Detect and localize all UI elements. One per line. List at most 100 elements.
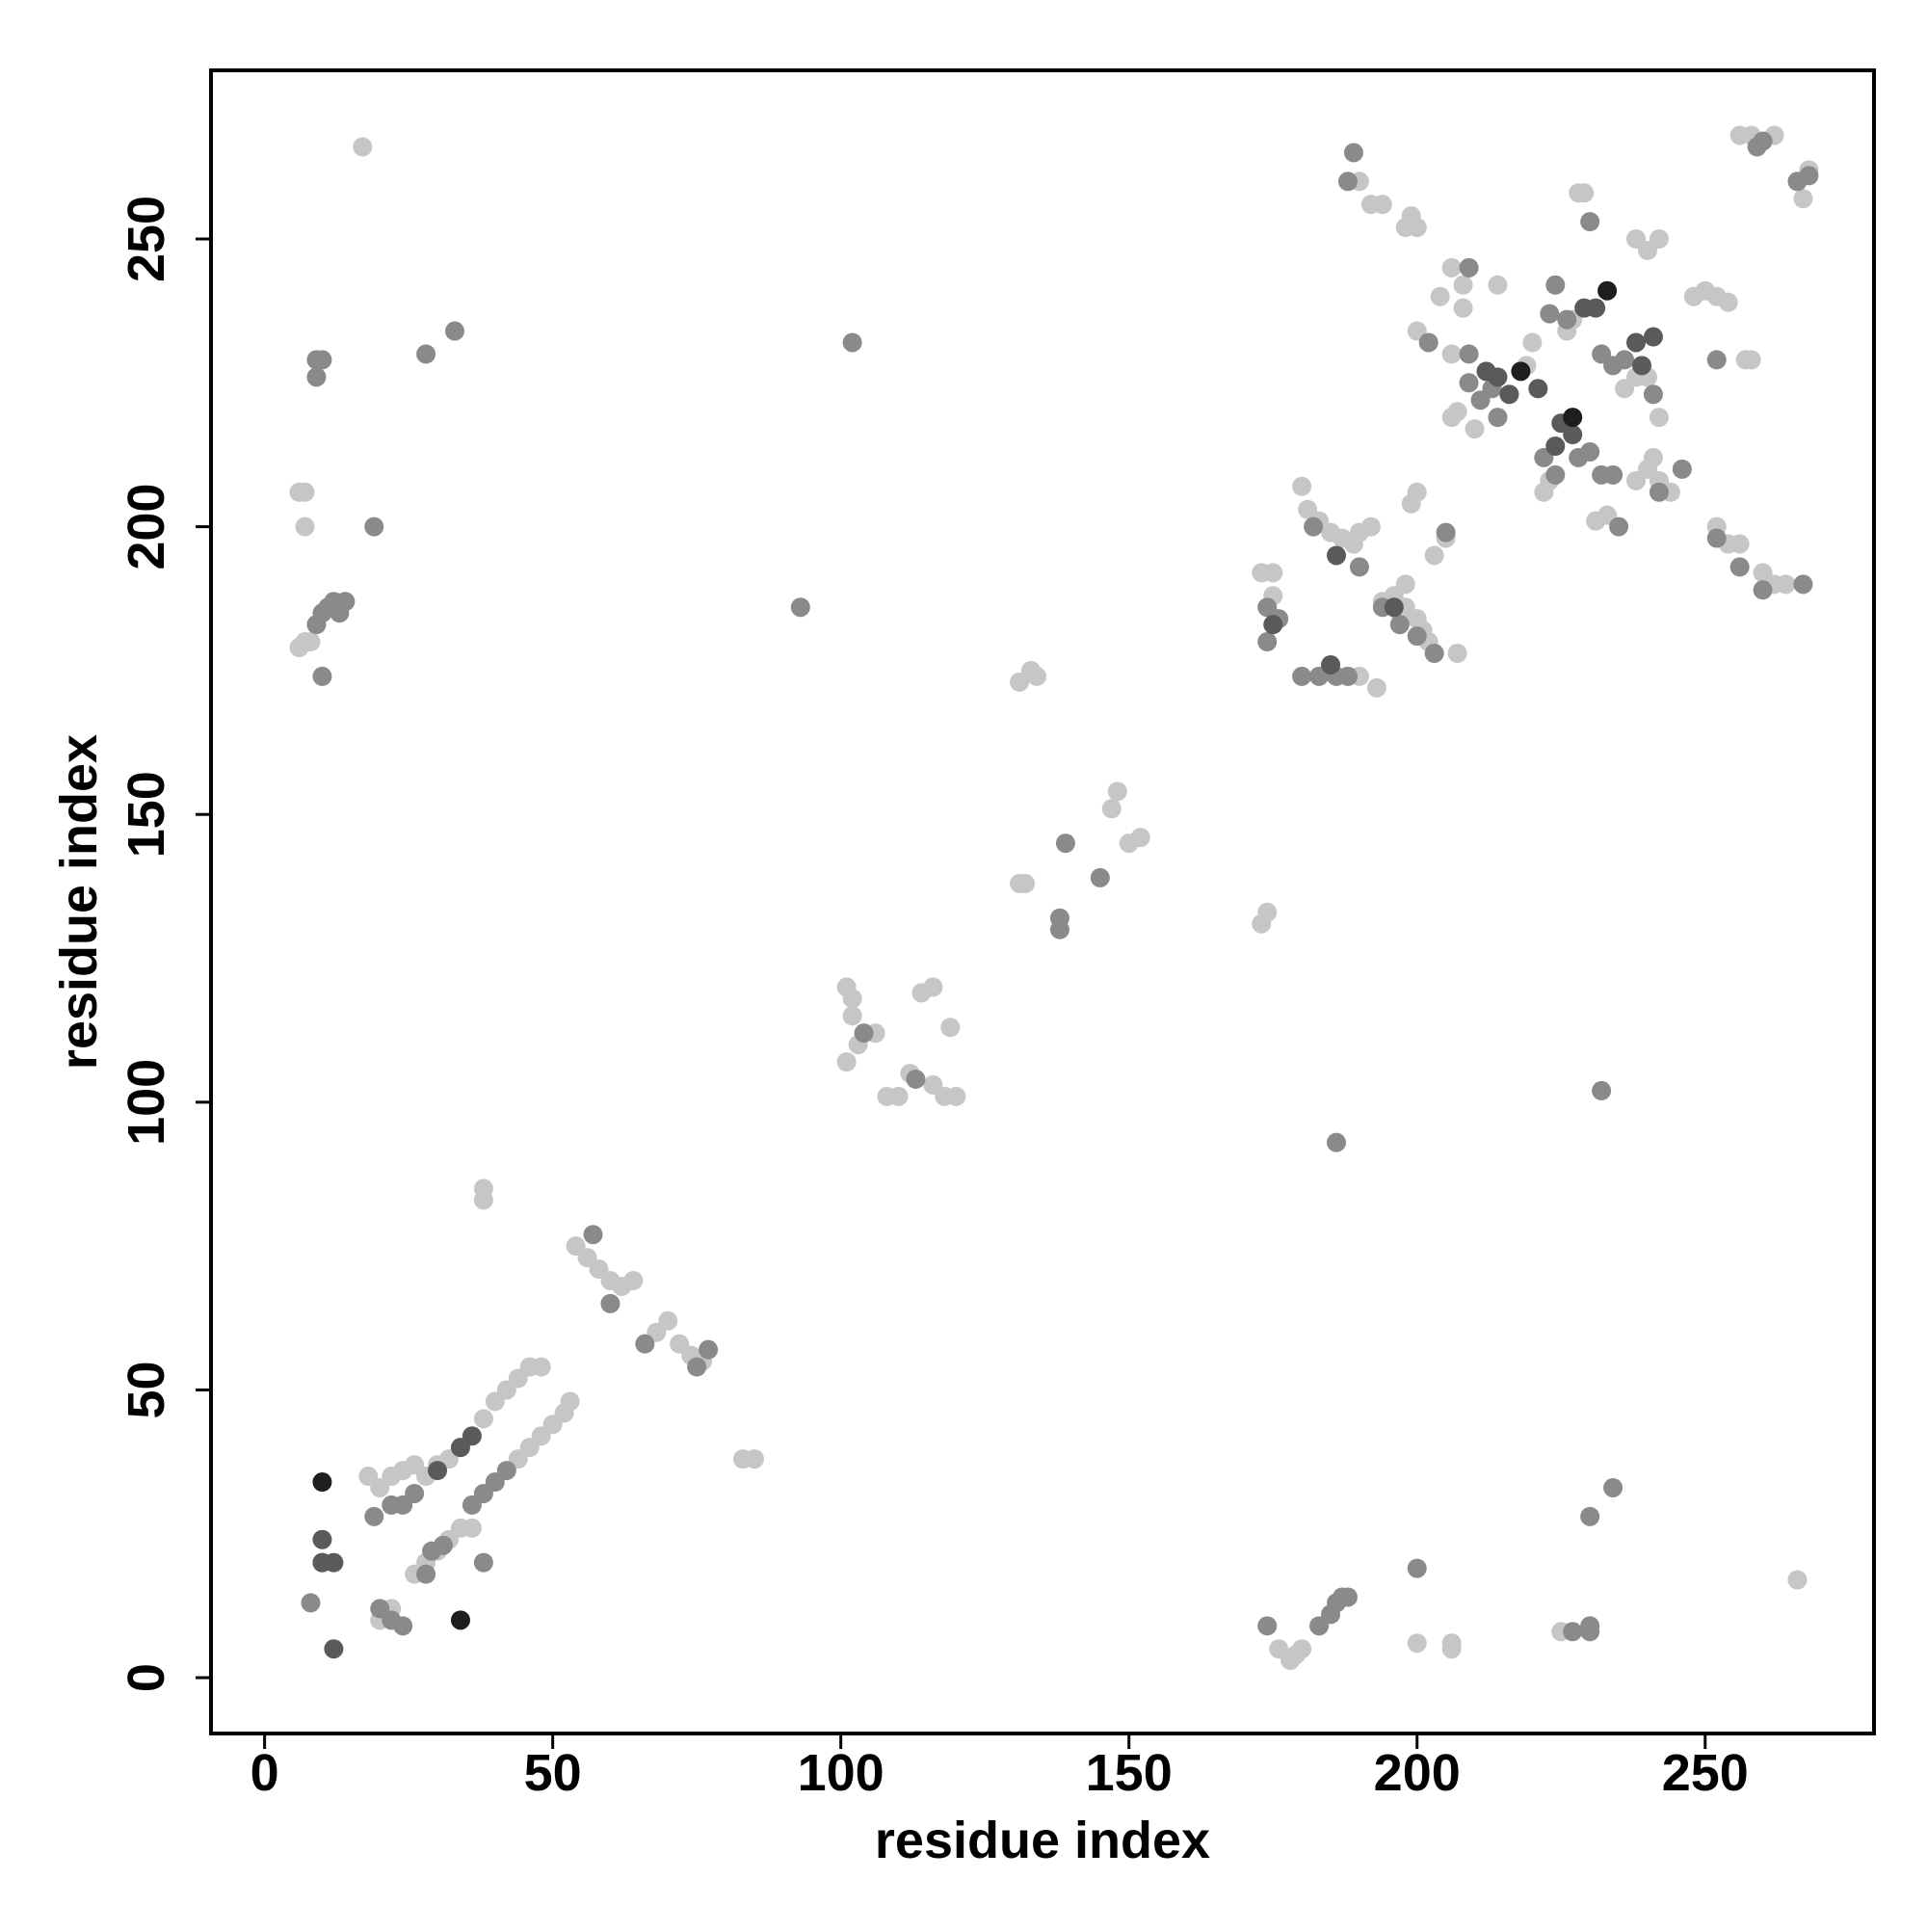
point <box>1384 597 1404 618</box>
point <box>1447 402 1467 422</box>
point <box>1729 534 1750 554</box>
point <box>1580 212 1600 232</box>
point <box>1372 195 1392 215</box>
x-tick-label: 200 <box>1374 1744 1461 1802</box>
point <box>364 516 384 537</box>
point <box>393 1616 413 1636</box>
point <box>1441 1633 1462 1654</box>
point <box>1609 516 1629 537</box>
point <box>1418 332 1439 353</box>
point <box>1643 327 1663 347</box>
point <box>1603 1477 1623 1497</box>
point <box>312 1472 332 1493</box>
point <box>560 1391 580 1412</box>
point <box>1292 666 1312 686</box>
point <box>1580 441 1600 462</box>
point <box>324 1639 344 1659</box>
plot-frame <box>209 68 1876 1735</box>
point <box>1292 1639 1312 1659</box>
point <box>353 137 373 157</box>
point <box>1615 350 1635 370</box>
y-tick-label: 0 <box>118 1663 175 1692</box>
point <box>1055 834 1075 854</box>
point <box>583 1225 603 1245</box>
point <box>1603 464 1623 485</box>
point <box>473 1552 493 1573</box>
point <box>1735 350 1755 370</box>
point <box>1649 482 1669 502</box>
point <box>1327 1132 1347 1152</box>
point <box>1447 643 1467 663</box>
point <box>1545 436 1566 456</box>
point <box>1407 1633 1427 1654</box>
point <box>906 1069 926 1089</box>
y-tick-label: 50 <box>118 1361 175 1418</box>
point <box>1304 516 1324 537</box>
point <box>473 1409 493 1429</box>
point <box>1459 344 1479 364</box>
point <box>301 1593 321 1613</box>
point <box>1499 384 1519 405</box>
point <box>1563 408 1583 428</box>
point <box>416 1564 436 1584</box>
point <box>1441 257 1462 278</box>
point <box>416 344 436 364</box>
point <box>1545 464 1566 485</box>
point <box>1776 574 1796 595</box>
point <box>306 367 327 387</box>
point <box>428 1461 448 1481</box>
point <box>1407 626 1427 647</box>
point <box>434 1535 454 1555</box>
point <box>295 516 315 537</box>
point <box>1257 1616 1278 1636</box>
point <box>1337 1587 1358 1607</box>
point <box>1706 528 1727 548</box>
point <box>1574 183 1595 203</box>
point <box>1793 189 1813 209</box>
point <box>1366 677 1386 698</box>
point <box>940 1018 961 1038</box>
point <box>1799 166 1819 186</box>
point <box>687 1357 707 1377</box>
point <box>1511 361 1531 382</box>
point <box>790 597 810 618</box>
point <box>842 332 862 353</box>
point <box>1407 482 1427 502</box>
point <box>1107 781 1127 802</box>
point <box>1580 1622 1600 1642</box>
point <box>1753 131 1773 151</box>
point <box>1424 643 1444 663</box>
y-tick-label: 150 <box>118 771 175 858</box>
point <box>658 1310 678 1331</box>
point <box>1649 228 1669 249</box>
point <box>842 989 862 1009</box>
x-tick-label: 50 <box>524 1744 582 1802</box>
point <box>1424 545 1444 566</box>
point <box>1263 563 1283 583</box>
point <box>1257 632 1278 652</box>
point <box>312 1552 332 1573</box>
point <box>888 1086 909 1106</box>
point <box>842 1006 862 1026</box>
point <box>1407 1558 1427 1578</box>
x-tick-label: 150 <box>1086 1744 1173 1802</box>
point <box>1453 275 1473 295</box>
point <box>946 1086 966 1106</box>
point <box>1753 580 1773 600</box>
point <box>635 1334 655 1354</box>
point <box>1337 666 1358 686</box>
point <box>312 666 332 686</box>
point <box>1626 332 1647 353</box>
point <box>1706 350 1727 370</box>
point <box>1488 367 1508 387</box>
point <box>1016 873 1036 893</box>
point <box>699 1339 719 1360</box>
point <box>1574 298 1595 318</box>
point <box>600 1293 620 1313</box>
point <box>836 1052 857 1072</box>
point <box>854 1023 874 1044</box>
point <box>1615 379 1635 399</box>
point <box>531 1357 551 1377</box>
point <box>1436 522 1456 543</box>
x-tick-label: 250 <box>1662 1744 1749 1802</box>
